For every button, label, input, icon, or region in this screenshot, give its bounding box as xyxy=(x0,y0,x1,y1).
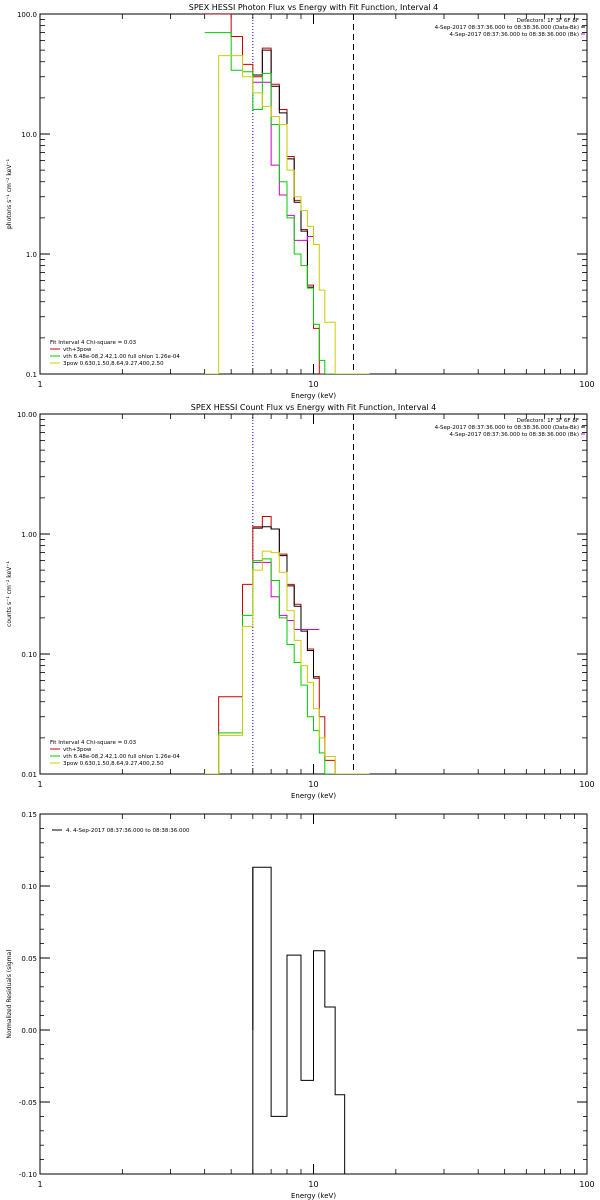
x-tick-label: 100 xyxy=(579,780,594,789)
x-axis-label: Energy (keV) xyxy=(291,392,336,400)
series-vth-3pow-line xyxy=(204,14,370,374)
legend-label: vth 6.48e-08,2.42,1.00 full ohlon 1.26e-… xyxy=(63,754,180,760)
y-tick-label: 0.05 xyxy=(21,955,37,963)
x-tick-label: 1 xyxy=(37,1180,42,1189)
y-tick-label: 100.0 xyxy=(17,11,37,19)
info-line: 4-Sep-2017 08:37:36.000 to 08:38:36.000 … xyxy=(450,432,580,438)
legend-label: 4. 4-Sep-2017 08:37:36.000 to 08:38:36.0… xyxy=(66,828,190,834)
legend-label: vth+3pow xyxy=(63,747,92,753)
legend-label: vth+3pow xyxy=(63,347,92,353)
plot-area xyxy=(204,14,370,374)
info-line: 4-Sep-2017 08:37:36.000 to 08:38:36.000 … xyxy=(435,25,579,31)
photon-flux-panel: 1 10 100 0.1 1.0 10.0 100.0 SPEX HESSI Photon F… xyxy=(6,3,595,400)
y-tick-label: 1.00 xyxy=(21,531,37,539)
y-axis-label: Normalized Residuals (sigma) xyxy=(6,949,13,1038)
fit-header: Fit Interval 4 Chi-square = 0.03 xyxy=(50,740,137,746)
x-axis-label: Energy (keV) xyxy=(291,1192,336,1200)
y-tick-label: 0.01 xyxy=(21,771,37,779)
series-3pow-line xyxy=(204,55,370,374)
y-tick-label: 0.10 xyxy=(21,883,37,891)
series-data-bk-line xyxy=(252,526,320,679)
x-axis-label: Energy (keV) xyxy=(291,792,336,800)
y-tick-label: 10.0 xyxy=(21,131,37,139)
fit-header: Fit Interval 4 Chi-square = 0.03 xyxy=(50,340,137,346)
y-tick-label: 1.0 xyxy=(26,251,37,259)
y-tick-label: 10.00 xyxy=(17,411,37,419)
x-tick-label: 1 xyxy=(37,380,42,389)
legend-label: 3pow 0.630,1.50,8.64,9.27,400,2.50 xyxy=(63,361,164,367)
x-tick-label: 1 xyxy=(37,780,42,789)
x-tick-label: 100 xyxy=(579,380,594,389)
x-tick-label: 100 xyxy=(579,1180,594,1189)
info-line: 4-Sep-2017 08:37:36.000 to 08:38:36.000 … xyxy=(450,32,580,38)
legend-label: vth 6.48e-08,2.42,1.00 full ohlon 1.26e-… xyxy=(63,354,180,360)
y-tick-label: 0.15 xyxy=(21,811,37,819)
count-flux-panel: 1 10 100 0.01 0.10 1.00 10.00 SPEX HESSI Count … xyxy=(6,403,595,800)
x-tick-label: 10 xyxy=(308,380,318,389)
info-line: 4-Sep-2017 08:37:36.000 to 08:38:36.000 … xyxy=(435,425,579,431)
plot-area xyxy=(204,414,370,774)
series-3pow-line xyxy=(204,550,370,774)
legend-label: 3pow 0.630,1.50,8.64,9.27,400,2.50 xyxy=(63,761,164,767)
y-tick-label: -0.05 xyxy=(19,1099,37,1107)
chart-title: SPEX HESSI Count Flux vs Energy with Fit… xyxy=(191,403,436,412)
y-tick-label: 0.00 xyxy=(21,1027,37,1035)
y-tick-label: 0.1 xyxy=(26,371,37,379)
y-axis-label: counts s⁻¹ cm⁻² keV⁻¹ xyxy=(6,561,13,627)
series-residuals-line xyxy=(252,866,346,1174)
series-vth-line xyxy=(204,558,370,774)
info-line: Detectors: 1F 3F 6F 8F xyxy=(517,418,579,424)
y-tick-label: 0.10 xyxy=(21,651,37,659)
chart-title: SPEX HESSI Photon Flux vs Energy with Fi… xyxy=(189,3,439,12)
plot-area xyxy=(252,866,346,1174)
y-tick-label: -0.10 xyxy=(19,1171,37,1179)
x-tick-label: 10 xyxy=(308,1180,318,1189)
residuals-panel: 1 10 100 -0.10 -0.05 0.00 0.05 0.10 0.15 Energy (… xyxy=(6,811,595,1200)
x-tick-label: 10 xyxy=(308,780,318,789)
series-vth-line xyxy=(204,32,370,374)
y-axis-label: photons s⁻¹ cm⁻² keV⁻¹ xyxy=(6,158,13,229)
info-line: Detectors: 1F 3F 6F 8F xyxy=(517,18,579,24)
